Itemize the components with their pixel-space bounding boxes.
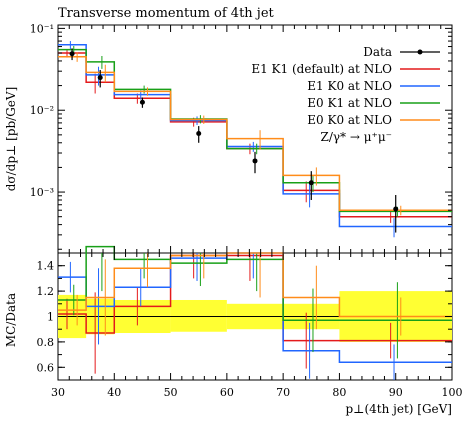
y-tick-label: 10⁻² <box>30 104 54 117</box>
data-point <box>252 158 258 164</box>
ratio-histogram <box>58 252 452 363</box>
x-tick-label: 60 <box>220 386 234 399</box>
ratio-data-band <box>170 299 227 332</box>
ratio-panel <box>57 245 453 381</box>
mc-histogram <box>58 52 452 218</box>
data-point <box>196 130 202 136</box>
main-panel <box>57 24 453 254</box>
y-tick-label: 10⁻³ <box>30 186 54 199</box>
ratio-y-tick-label: 0.8 <box>37 336 55 349</box>
data-point <box>393 206 399 212</box>
ratio-y-tick-label: 1.4 <box>37 260 55 273</box>
ratio-y-tick-label: 1 <box>47 311 54 324</box>
y-tick-label: 10⁻¹ <box>30 22 54 35</box>
x-tick-label: 90 <box>389 386 403 399</box>
data-point <box>69 51 75 57</box>
chart-title: Transverse momentum of 4th jet <box>58 6 275 21</box>
x-tick-label: 100 <box>442 386 463 399</box>
legend: Data E1 K1 (default) at NLO E1 K0 at NLO E0… <box>251 45 440 144</box>
ratio-histogram <box>58 252 452 318</box>
main-ylabel: dσ/dp⊥ [pb/GeV] <box>4 87 18 192</box>
legend-label: E0 K1 at NLO <box>307 96 392 110</box>
mc-histogram <box>58 56 452 211</box>
data-point <box>97 75 103 81</box>
xlabel: p⊥(4th jet) [GeV] <box>345 402 452 416</box>
legend-process: Z/γ* → μ⁺μ⁻ <box>320 130 392 144</box>
data-point <box>139 99 145 105</box>
x-tick-label: 50 <box>164 386 178 399</box>
x-tick-label: 70 <box>276 386 290 399</box>
x-tick-label: 80 <box>332 386 346 399</box>
legend-label: E1 K0 at NLO <box>307 79 392 93</box>
ratio-ylabel: MC/Data <box>4 293 18 347</box>
x-tick-label: 30 <box>51 386 65 399</box>
legend-label: E1 K1 (default) at NLO <box>251 62 392 76</box>
ratio-y-tick-label: 1.2 <box>37 285 55 298</box>
mc-histogram <box>58 44 452 228</box>
legend-label: E0 K0 at NLO <box>307 113 392 127</box>
legend-data-point <box>417 49 423 55</box>
ratio-y-tick-label: 0.6 <box>37 361 55 374</box>
x-tick-label: 40 <box>107 386 121 399</box>
data-point <box>308 180 314 186</box>
legend-label: Data <box>363 45 392 59</box>
